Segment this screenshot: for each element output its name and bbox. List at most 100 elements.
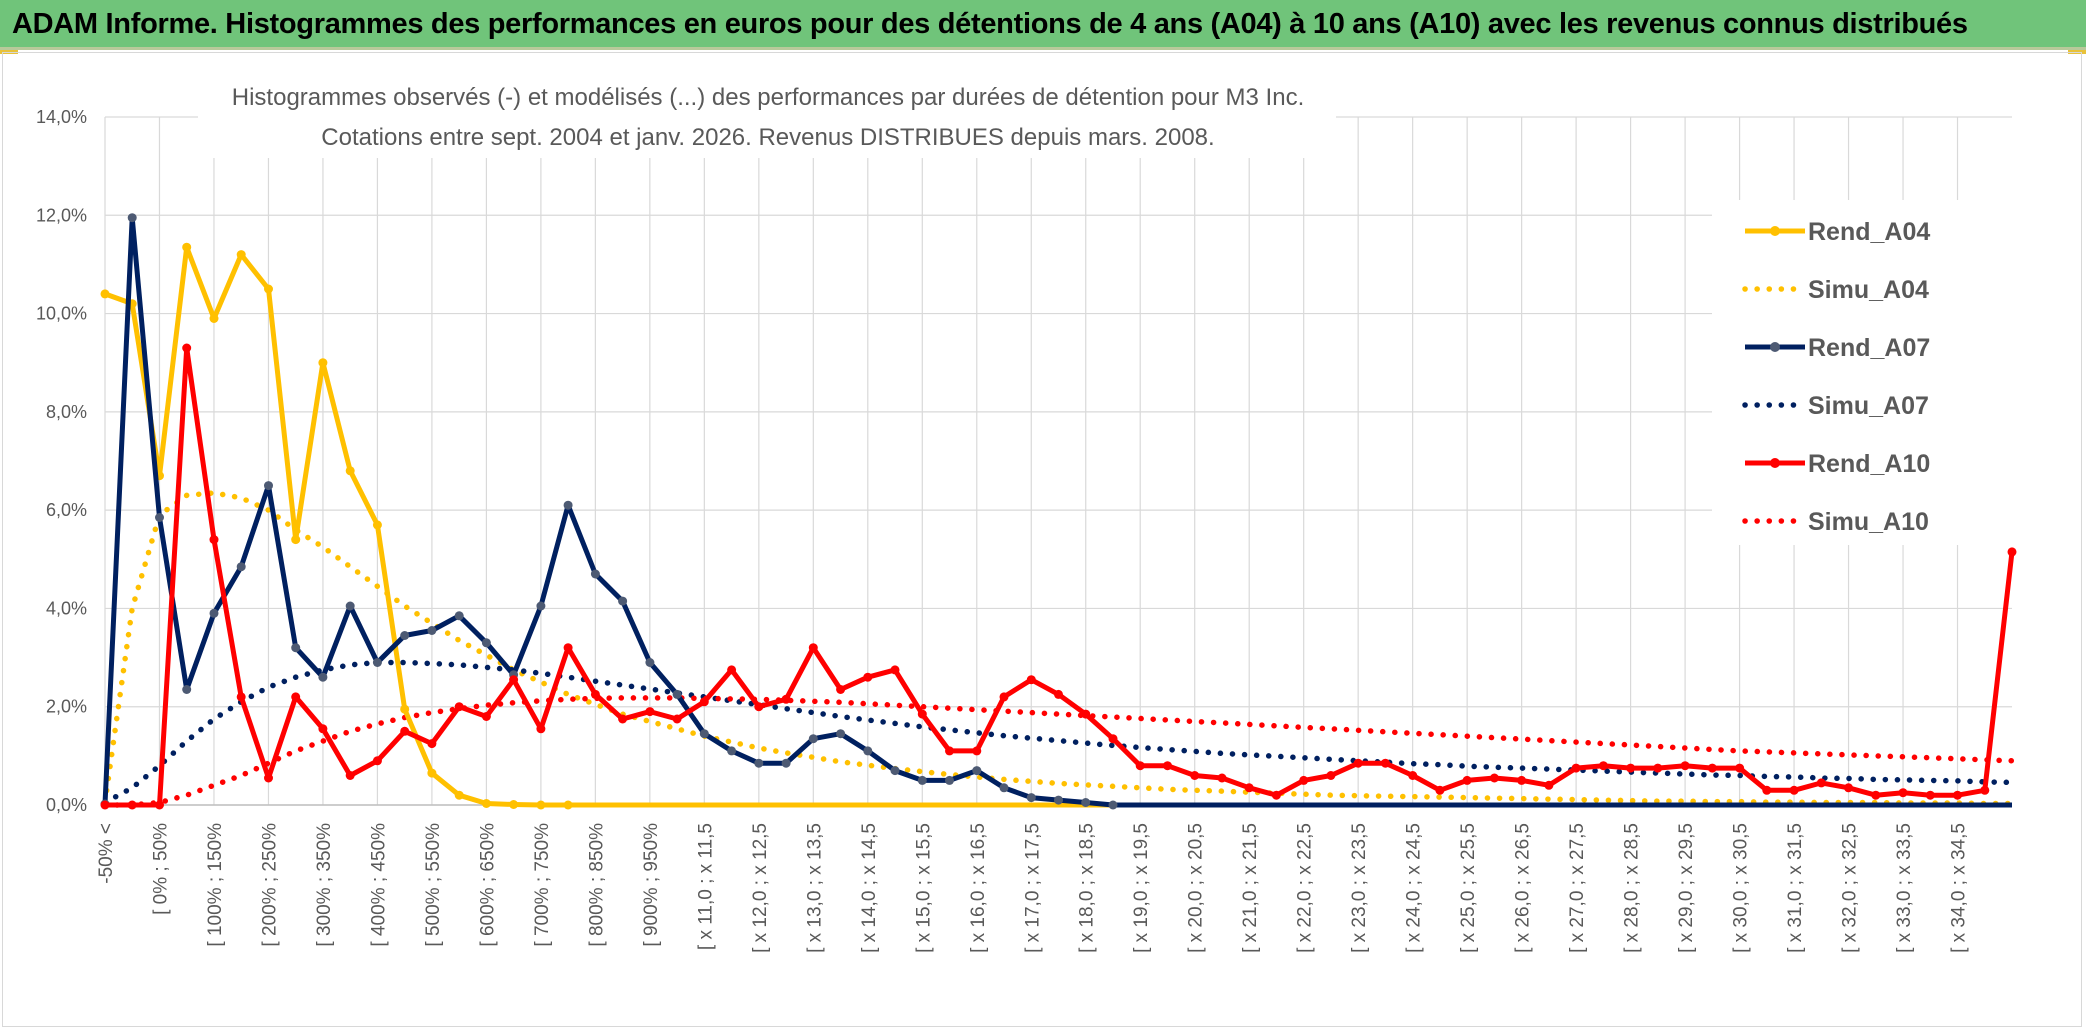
data-point-Rend_A04 <box>345 466 355 476</box>
data-point-Rend_A10 <box>400 726 410 736</box>
data-point-Rend_A10 <box>1735 763 1745 773</box>
data-point-Rend_A10 <box>1517 775 1527 785</box>
x-tick-label: [ 100% ; 150% <box>205 823 226 947</box>
x-tick-label: [ 300% ; 350% <box>314 823 335 947</box>
data-point-Rend_A07 <box>1054 795 1063 805</box>
x-tick-label: [ x 22,0 ; x 22,5 <box>1295 823 1316 953</box>
data-point-Rend_A10 <box>536 724 546 734</box>
data-point-Rend_A10 <box>1353 758 1363 768</box>
data-point-Rend_A07 <box>372 658 382 667</box>
y-tick-label: 4,0% <box>46 598 87 618</box>
chart-subtitle: Cotations entre sept. 2004 et janv. 2026… <box>321 124 1214 151</box>
data-point-Rend_A10 <box>836 685 846 694</box>
data-point-Rend_A10 <box>863 672 873 682</box>
x-tick-label: [ x 15,0 ; x 15,5 <box>913 823 934 953</box>
data-point-Rend_A10 <box>1081 709 1091 719</box>
data-point-Rend_A10 <box>1108 734 1118 744</box>
data-point-Rend_A10 <box>345 771 355 780</box>
data-point-Rend_A10 <box>1299 775 1309 785</box>
x-tick-label: [ x 26,0 ; x 26,5 <box>1513 823 1534 953</box>
data-point-Rend_A10 <box>1408 771 1418 780</box>
series-line-Simu_A07 <box>102 659 2015 806</box>
x-tick-label: [ 200% ; 250% <box>259 823 280 947</box>
data-point-Rend_A07 <box>1108 800 1118 810</box>
data-point-Rend_A07 <box>754 758 764 768</box>
data-point-Rend_A07 <box>972 766 982 776</box>
x-tick-label: [ x 27,0 ; x 27,5 <box>1567 823 1588 953</box>
chart-frame <box>2 52 2082 1027</box>
data-point-Rend_A10 <box>1680 761 1690 771</box>
data-point-Rend_A10 <box>563 643 573 653</box>
data-point-Rend_A10 <box>999 692 1009 702</box>
x-tick-label: [ 600% ; 650% <box>477 823 498 947</box>
y-tick-label: 12,0% <box>36 205 87 225</box>
data-point-Rend_A04 <box>372 520 382 530</box>
y-tick-label: 8,0% <box>46 402 87 422</box>
data-point-Rend_A07 <box>209 608 219 618</box>
data-point-Rend_A10 <box>1026 675 1036 685</box>
x-tick-label: [ x 31,0 ; x 31,5 <box>1785 823 1806 953</box>
legend: Rend_A04 Simu_A04 Rend_A07 Simu_A07 Rend_A10… <box>1742 218 1930 536</box>
data-point-Rend_A10 <box>890 665 900 675</box>
data-point-Rend_A07 <box>836 729 846 739</box>
data-point-Rend_A10 <box>1435 785 1445 795</box>
data-point-Rend_A10 <box>1489 773 1499 783</box>
x-tick-label: [ x 17,0 ; x 17,5 <box>1022 823 1043 953</box>
y-tick-label: 0,0% <box>46 795 87 815</box>
data-point-Rend_A04 <box>481 799 491 808</box>
data-point-Rend_A07 <box>699 729 709 739</box>
data-point-Rend_A10 <box>699 697 709 707</box>
x-tick-label: [ x 21,0 ; x 21,5 <box>1240 823 1261 953</box>
data-point-Rend_A10 <box>590 689 600 699</box>
x-tick-label: [ x 25,0 ; x 25,5 <box>1458 823 1479 953</box>
data-point-Rend_A04 <box>400 704 410 714</box>
data-point-Rend_A10 <box>972 746 982 756</box>
data-point-Rend_A10 <box>1816 778 1826 788</box>
data-point-Rend_A10 <box>1163 761 1172 771</box>
series-group <box>100 213 2017 810</box>
data-point-Rend_A10 <box>917 709 927 719</box>
data-point-Rend_A07 <box>781 758 791 768</box>
data-point-Rend_A10 <box>1544 780 1554 790</box>
legend-marker-Rend_A07 <box>1770 342 1780 352</box>
series-line-Simu_A04 <box>102 490 2015 807</box>
data-point-Rend_A10 <box>1925 790 1935 800</box>
legend-label-Rend_A10: Rend_A10 <box>1808 450 1930 478</box>
legend-label-Simu_A07: Simu_A07 <box>1808 392 1929 420</box>
data-point-Rend_A10 <box>1707 763 1717 773</box>
y-tick-label: 2,0% <box>46 697 87 717</box>
data-point-Rend_A10 <box>481 712 491 721</box>
data-point-Rend_A07 <box>727 746 737 756</box>
data-point-Rend_A10 <box>372 756 382 766</box>
data-point-Rend_A07 <box>345 601 355 611</box>
x-tick-label: [ 500% ; 550% <box>423 823 444 947</box>
x-tick-label: [ x 32,0 ; x 32,5 <box>1840 823 1861 953</box>
data-point-Rend_A10 <box>645 707 655 717</box>
data-point-Rend_A10 <box>236 692 246 702</box>
data-point-Rend_A04 <box>236 250 246 260</box>
data-point-Rend_A07 <box>645 658 655 667</box>
data-point-Rend_A10 <box>318 724 328 734</box>
data-point-Rend_A10 <box>754 702 764 712</box>
x-tick-label: [ x 13,0 ; x 13,5 <box>804 823 825 953</box>
x-tick-label: [ x 29,0 ; x 29,5 <box>1676 823 1697 953</box>
data-point-Rend_A04 <box>427 768 437 778</box>
data-point-Rend_A07 <box>618 596 628 606</box>
data-point-Rend_A10 <box>155 800 164 810</box>
data-point-Rend_A07 <box>863 746 873 756</box>
data-point-Rend_A10 <box>1844 783 1853 793</box>
data-point-Rend_A07 <box>127 213 137 223</box>
legend-label-Simu_A04: Simu_A04 <box>1808 276 1929 304</box>
legend-marker-Rend_A04 <box>1770 226 1780 236</box>
data-point-Rend_A10 <box>1871 790 1881 800</box>
data-point-Rend_A04 <box>264 284 273 294</box>
data-point-Rend_A10 <box>672 714 682 724</box>
x-tick-label: [ x 11,0 ; x 11,5 <box>695 823 716 950</box>
x-tick-label: [ x 16,0 ; x 16,5 <box>968 823 989 953</box>
y-tick-label: 10,0% <box>36 304 87 324</box>
data-point-Rend_A07 <box>917 775 927 785</box>
data-point-Rend_A10 <box>1980 785 1990 795</box>
data-point-Rend_A10 <box>427 739 437 749</box>
data-point-Rend_A10 <box>1762 785 1772 795</box>
